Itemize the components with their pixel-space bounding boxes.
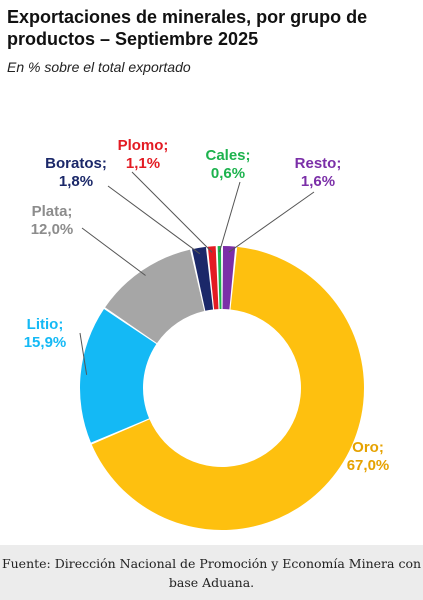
value-label-resto: 1,6%: [301, 173, 335, 190]
label-boratos: Boratos;: [45, 155, 107, 172]
value-label-litio: 15,9%: [24, 334, 67, 351]
label-plomo: Plomo;: [118, 137, 169, 154]
label-litio: Litio;: [27, 316, 64, 333]
label-cales: Cales;: [205, 147, 250, 164]
value-label-plata: 12,0%: [31, 221, 74, 238]
leader-line-resto: [228, 191, 315, 253]
leader-line-litio: [79, 332, 88, 375]
value-label-cales: 0,6%: [211, 165, 245, 182]
slice-cales: [217, 246, 222, 310]
slice-resto: [222, 246, 236, 310]
label-resto: Resto;: [295, 155, 342, 172]
slice-plomo: [207, 246, 219, 310]
leader-line-plomo: [131, 171, 213, 253]
leader-line-plata: [81, 227, 146, 276]
label-plata: Plata;: [32, 203, 73, 220]
value-label-oro: 67,0%: [347, 457, 390, 474]
slice-litio: [79, 309, 157, 443]
chart-subtitle: En % sobre el total exportado: [7, 59, 191, 75]
source-footer: Fuente: Dirección Nacional de Promoción …: [0, 545, 423, 600]
value-label-boratos: 1,8%: [59, 173, 93, 190]
value-label-plomo: 1,1%: [126, 155, 160, 172]
label-oro: Oro;: [352, 439, 384, 456]
leader-line-boratos: [107, 185, 201, 255]
chart-title: Exportaciones de minerales, por grupo de…: [7, 7, 368, 49]
slice-plata: [105, 249, 205, 344]
leader-line-cales: [218, 181, 241, 253]
donut-chart: Resto;1,6% Oro;67,0% Litio;15,9% Plata;12,0…: [24, 137, 390, 530]
slice-boratos: [191, 246, 214, 311]
slice-oro: [91, 246, 364, 530]
